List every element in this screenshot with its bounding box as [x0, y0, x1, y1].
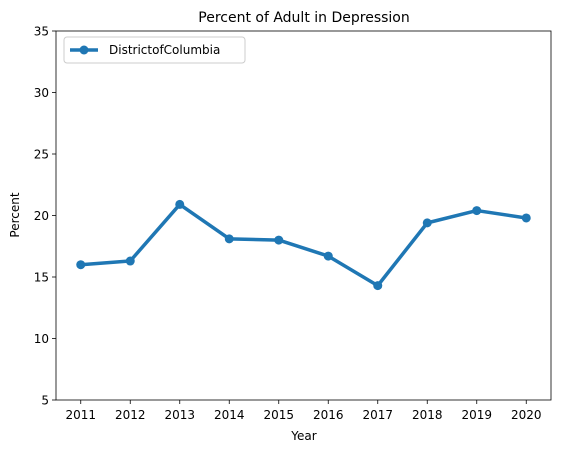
y-tick-label: 15: [34, 271, 49, 285]
x-tick-label: 2020: [511, 408, 542, 422]
y-tick-label: 35: [34, 25, 49, 39]
x-tick-label: 2019: [461, 408, 492, 422]
x-tick-label: 2014: [214, 408, 245, 422]
y-tick-label: 30: [34, 86, 49, 100]
x-tick-label: 2012: [115, 408, 146, 422]
x-tick-label: 2015: [263, 408, 294, 422]
x-tick-label: 2018: [412, 408, 443, 422]
y-axis: 5 10 15 20 25 30 35: [34, 25, 56, 408]
data-point: [323, 251, 333, 261]
y-axis-title: Percent: [8, 192, 22, 237]
series-line: [80, 202, 527, 288]
data-point: [521, 213, 531, 223]
legend-marker-sample: [79, 45, 89, 55]
data-point: [373, 281, 383, 291]
y-tick-label: 20: [34, 209, 49, 223]
x-axis-title: Year: [290, 429, 316, 443]
series-layer: [76, 199, 531, 291]
data-point: [224, 234, 234, 244]
y-tick-label: 25: [34, 148, 49, 162]
data-point: [472, 206, 482, 216]
legend-label: DistrictofColumbia: [109, 43, 220, 57]
y-tick-label: 10: [34, 332, 49, 346]
chart-title: Percent of Adult in Depression: [198, 10, 409, 26]
x-tick-label: 2017: [362, 408, 393, 422]
legend: DistrictofColumbia: [63, 36, 246, 64]
x-axis: 2011 2012 2013 2014 2015 2016 2017 2018 2019 2020: [65, 400, 542, 422]
data-point: [422, 218, 432, 228]
data-point: [125, 256, 135, 266]
x-tick-label: 2016: [313, 408, 344, 422]
data-point: [175, 199, 185, 209]
data-point: [274, 235, 284, 245]
y-tick-label: 5: [41, 394, 49, 408]
legend-box: [63, 36, 246, 64]
x-tick-label: 2013: [164, 408, 195, 422]
data-point: [76, 260, 86, 270]
x-tick-label: 2011: [65, 408, 96, 422]
